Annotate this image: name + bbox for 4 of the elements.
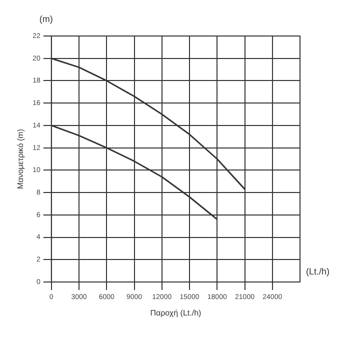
x-axis-title: Παροχή (Lt./h): [150, 308, 202, 318]
text: (Lt./h): [306, 266, 330, 276]
y-axis-title: Μανομετρικό (m): [16, 128, 26, 189]
text: (m): [39, 14, 53, 24]
